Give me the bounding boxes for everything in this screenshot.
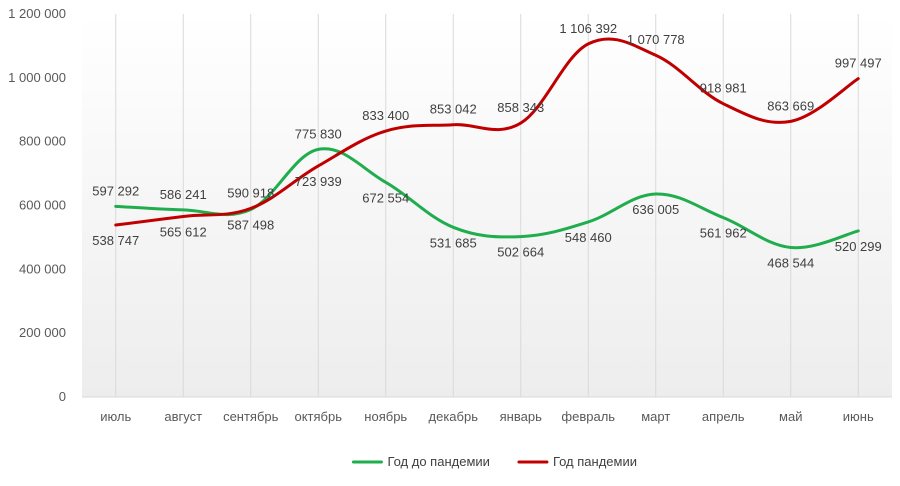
data-label-series-1: 586 241 [160,187,207,202]
y-tick-label: 400 000 [19,261,66,276]
legend-label-1: Год до пандемии [387,454,489,469]
x-tick-label: ноябрь [364,409,407,424]
x-axis: июль август сентябрь октябрь ноябрь декабрь ян… [82,396,892,424]
data-label-series-1: 636 005 [632,202,679,217]
y-tick-label: 800 000 [19,134,66,149]
x-tick-label: май [779,409,802,424]
x-tick-label: февраль [561,409,615,424]
x-tick-label: декабрь [429,409,479,424]
data-label-series-1: 672 554 [362,190,409,205]
x-tick-label: август [164,409,202,424]
data-label-series-1: 775 830 [295,126,342,141]
data-label-series-2: 590 918 [227,185,274,200]
data-label-series-1: 468 544 [767,255,814,270]
x-tick-label: июль [100,409,131,424]
x-tick-label: сентябрь [223,409,279,424]
data-label-series-2: 723 939 [295,174,342,189]
y-tick-label: 200 000 [19,325,66,340]
data-label-series-2: 1 106 392 [559,21,617,36]
data-label-series-1: 561 962 [700,226,747,241]
y-tick-label: 0 [59,389,66,404]
data-label-series-2: 997 497 [835,56,882,71]
data-label-series-1: 520 299 [835,239,882,254]
data-label-series-2: 918 981 [700,81,747,96]
y-tick-label: 1 200 000 [8,6,66,21]
plot-area [82,14,892,397]
data-label-series-1: 597 292 [92,183,139,198]
x-tick-label: январь [500,409,542,424]
data-label-series-2: 565 612 [160,224,207,239]
data-label-series-2: 833 400 [362,108,409,123]
data-label-series-2: 858 343 [497,100,544,115]
data-label-series-1: 502 664 [497,245,544,260]
legend-label-2: Год пандемии [553,454,637,469]
x-tick-label: июнь [843,409,874,424]
data-label-series-1: 587 498 [227,217,274,232]
x-tick-label: март [641,409,670,424]
data-label-series-2: 1 070 778 [627,32,685,47]
legend: Год до пандемии Год пандемии [351,454,637,469]
series-lines [114,37,860,250]
data-labels: 597 292 538 747 586 241 565 612 587 498 590 9… [92,21,882,271]
y-axis: 0 200 000 400 000 600 000 800 000 1 000 000 1 … [8,6,66,404]
series-line-2 [114,37,860,227]
data-label-series-1: 531 685 [430,235,477,250]
y-tick-label: 600 000 [19,198,66,213]
data-label-series-1: 548 460 [565,230,612,245]
data-label-series-2: 538 747 [92,233,139,248]
data-label-series-2: 863 669 [767,98,814,113]
x-tick-label: апрель [702,409,745,424]
x-tick-label: октябрь [294,409,342,424]
y-tick-label: 1 000 000 [8,70,66,85]
data-label-series-2: 853 042 [430,102,477,117]
